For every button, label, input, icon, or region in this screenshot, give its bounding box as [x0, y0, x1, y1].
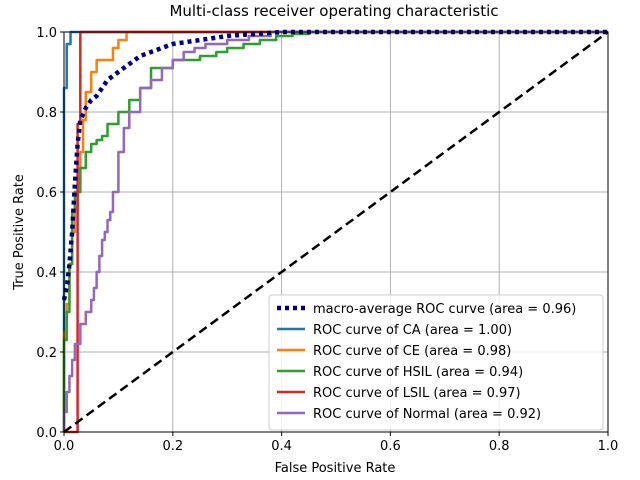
legend-label: macro-average ROC curve (area = 0.96): [313, 302, 576, 317]
y-tick-label: 0.0: [36, 426, 57, 441]
chart-title: Multi-class receiver operating character…: [169, 2, 498, 20]
legend-label: ROC curve of HSIL (area = 0.94): [313, 365, 523, 380]
series-line: [63, 30, 609, 434]
y-tick-label: 1.0: [36, 26, 57, 41]
series-line: [62, 30, 608, 432]
x-tick-label: 0.4: [271, 439, 292, 454]
axes: [63, 31, 609, 433]
x-tick-label: 0.6: [380, 439, 401, 454]
legend-label: ROC curve of LSIL (area = 0.97): [313, 386, 521, 401]
series-line: [62, 30, 608, 432]
x-tick-label: 0.8: [489, 439, 510, 454]
y-tick-label: 0.6: [36, 186, 57, 201]
legend-box: [268, 294, 604, 431]
x-tick-label: 1.0: [598, 439, 619, 454]
y-tick-label: 0.4: [36, 266, 57, 281]
y-tick-label: 0.2: [36, 346, 57, 361]
grid: [63, 31, 609, 433]
y-axis-label: True Positive Rate: [12, 174, 27, 291]
y-tick-label: 0.8: [36, 106, 57, 121]
ticks: 0.0 0.2 0.4 0.6 0.8 1.0 0.0 0.2 0.4 0.6 0.8 1.0: [36, 26, 618, 454]
x-tick-label: 0.0: [54, 439, 75, 454]
x-tick-label: 0.2: [162, 439, 183, 454]
legend-label: ROC curve of CA (area = 1.00): [313, 323, 512, 338]
legend-label: ROC curve of Normal (area = 0.92): [313, 407, 541, 422]
legend-label: ROC curve of CE (area = 0.98): [313, 344, 511, 359]
x-axis-label: False Positive Rate: [275, 461, 396, 476]
legend: macro-average ROC curve (area = 0.96) ROC…: [268, 294, 604, 431]
plot-frame: [63, 31, 609, 433]
